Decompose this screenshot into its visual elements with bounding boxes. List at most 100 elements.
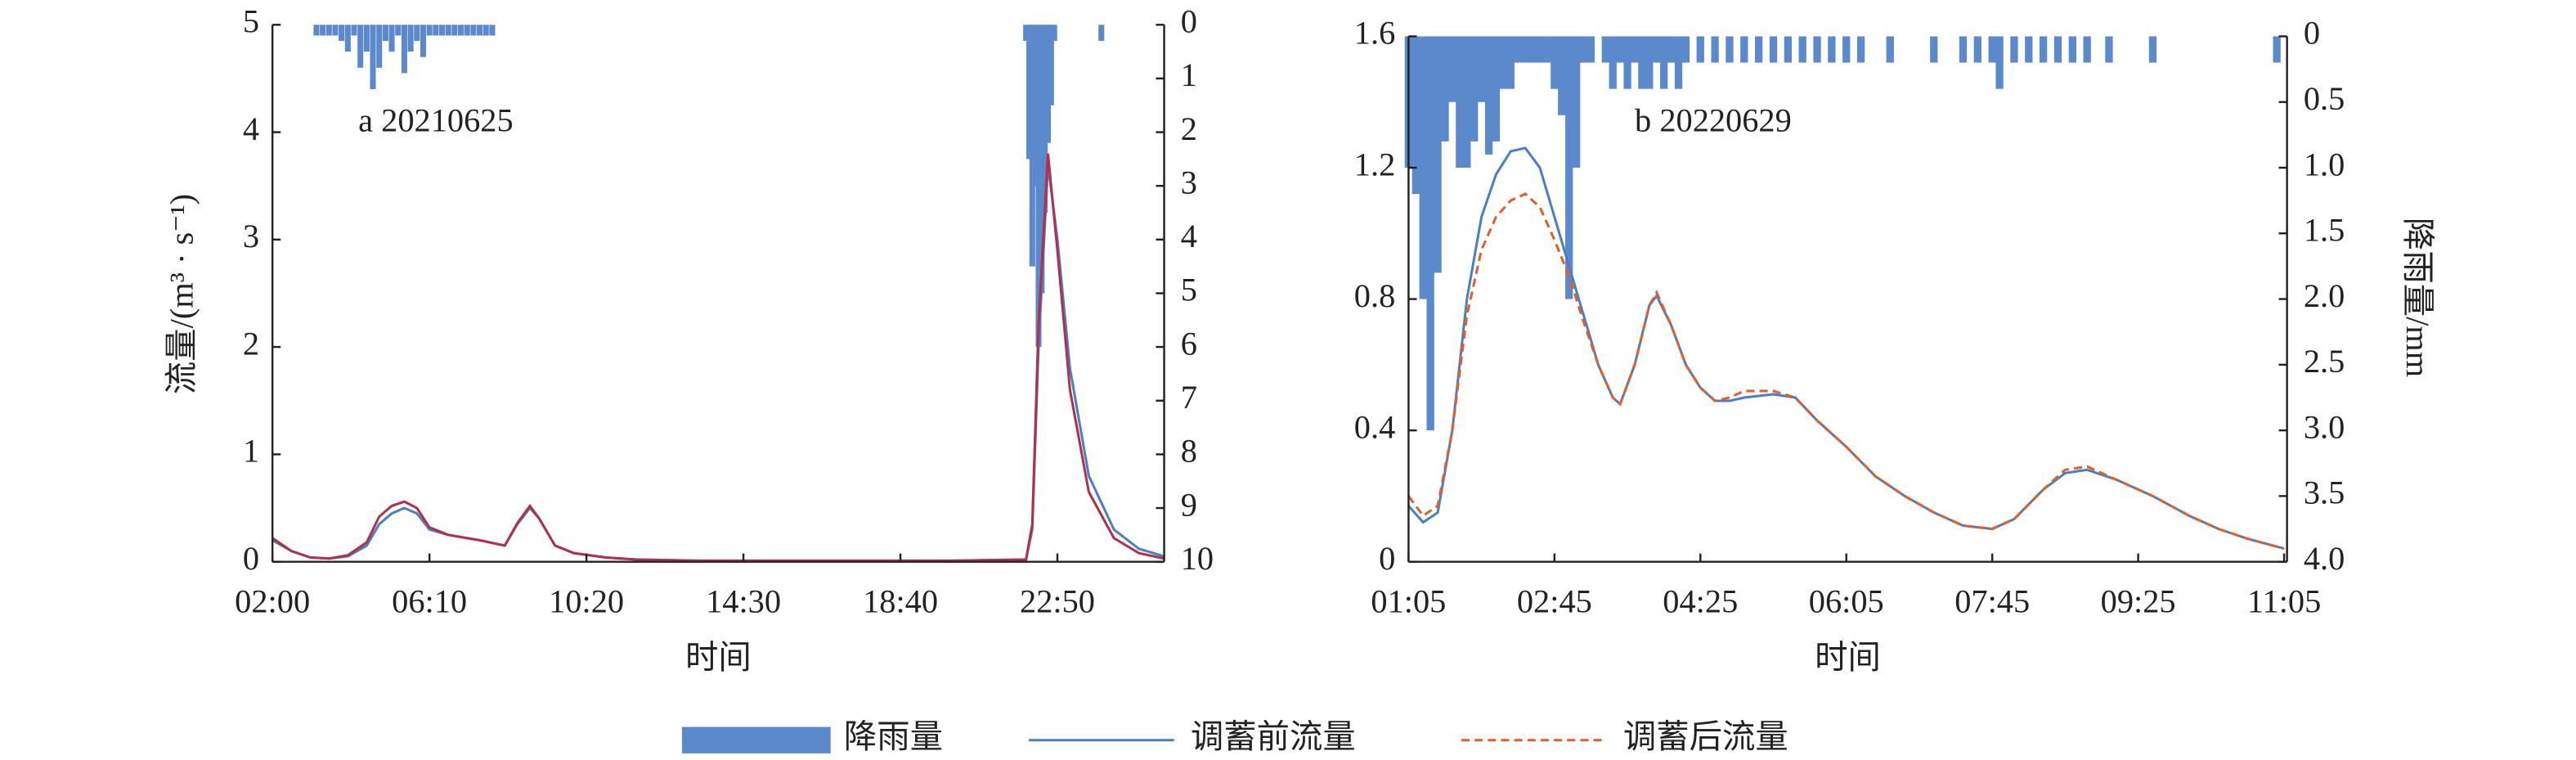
rain-bar [1674,36,1683,89]
rain-bar [407,25,414,52]
rain-bar [1856,36,1865,63]
panel-annotation: b 20220629 [1635,102,1792,139]
y-tick-label: 0.4 [1354,408,1395,445]
rain-bar [1755,36,1763,63]
y2-tick-label: 3.0 [2304,408,2345,445]
rain-bar [1042,25,1048,214]
panel-annotation: a 20210625 [358,102,513,139]
rain-bar [1528,36,1537,63]
rain-bar [2105,36,2113,63]
y2-axis-title: 降雨量/mm [2399,218,2436,377]
rain-bar [1667,36,1676,63]
rain-bar [388,25,395,52]
rain-bar [351,25,357,36]
rain-bar [1645,36,1654,89]
rain-bar [1623,36,1631,89]
rain-bar [1572,36,1581,168]
rain-bar [1711,36,1719,63]
rain-bar [1959,36,1968,63]
rain-bar [1484,36,1493,155]
rain-bar [325,25,332,36]
y2-tick-label: 1.0 [2304,146,2345,182]
rain-bar [1886,36,1894,63]
rain-bar [470,25,477,36]
x-tick-label: 07:45 [1954,582,2030,619]
rain-bar [2068,36,2076,63]
rain-bar [1506,36,1515,89]
rain-bar [401,25,407,74]
rain-bar [1988,36,1996,63]
rain-bar [1426,36,1434,431]
rain-bar [1601,36,1609,63]
rain-bar [2083,36,2091,63]
y2-tick-label: 0 [2304,15,2320,52]
rain-bar [1653,36,1661,63]
rain-bar [1828,36,1836,63]
legend-label: 调蓄前流量 [1191,718,1356,755]
rain-bar [420,25,426,57]
rain-bar [2053,36,2062,63]
rain-bar [464,25,470,36]
legend-swatch [681,726,831,753]
rain-bar [1411,36,1420,195]
rain-bar [1441,36,1449,142]
rain-bar [414,25,420,41]
y2-tick-label: 6 [1181,325,1197,362]
rain-bar [1023,25,1030,41]
rain-bar [1051,25,1057,41]
rain-bar [1448,36,1456,102]
rain-bar [2273,36,2281,63]
y2-tick-label: 9 [1181,486,1197,523]
y-tick-label: 0.8 [1354,277,1395,314]
rain-bar [1638,36,1646,89]
rain-bar [1813,36,1821,63]
rain-bar [1586,36,1595,63]
y2-tick-label: 0 [1181,3,1197,40]
rain-bar [1543,36,1551,63]
rain-bar [332,25,339,36]
rain-bar [1039,25,1045,294]
rain-bar [1681,36,1690,63]
rain-bar [1477,36,1486,102]
rain-bar [357,25,364,68]
rain-bar [1616,36,1624,63]
rain-bar [1419,36,1427,299]
rain-bar [1470,36,1479,142]
rain-bar [1558,36,1566,115]
rain-bar [313,25,320,36]
y2-tick-label: 1.5 [2304,212,2345,249]
rain-bar [477,25,483,36]
y-tick-label: 1.6 [1354,15,1395,52]
rain-bar [1044,25,1052,143]
rain-bar [1521,36,1529,63]
x-tick-label: 01:05 [1371,582,1446,619]
y2-tick-label: 3 [1181,164,1197,200]
x-tick-label: 18:40 [863,582,938,619]
rain-bar [1696,36,1704,63]
rain-bar [426,25,433,36]
y2-tick-label: 8 [1181,433,1197,470]
rain-bar [1973,36,1981,63]
rain-bar [2039,36,2048,63]
rain-bar [1551,36,1559,89]
x-tick-label: 10:20 [549,582,624,619]
rain-bar [458,25,464,36]
rain-bar [344,25,351,52]
x-tick-label: 06:10 [392,582,467,619]
y2-tick-label: 2.0 [2304,277,2345,314]
flow-line [1407,192,2285,551]
rain-bar [1930,36,1938,63]
rain-bar [1035,25,1042,348]
rain-bar [1784,36,1793,63]
rain-bar [445,25,451,36]
rain-bar [1565,36,1573,299]
rain-bar [1536,36,1544,63]
rain-bar [1609,36,1617,89]
rain-bar [376,25,383,68]
y-tick-label: 3 [243,218,259,254]
y-tick-label: 2 [243,325,259,362]
rain-bar [1579,36,1588,63]
y2-tick-label: 2.5 [2304,343,2345,380]
y2-tick-label: 5 [1181,272,1197,308]
rain-bar [363,25,370,52]
